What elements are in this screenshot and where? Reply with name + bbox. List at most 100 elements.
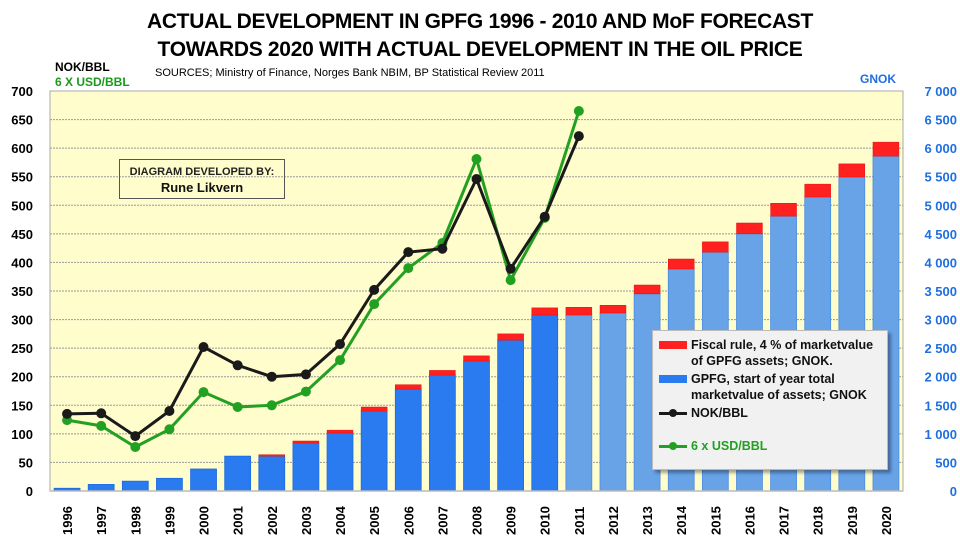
bar-fiscal-rule [872, 141, 900, 157]
bar-gpfg [497, 339, 524, 492]
bar-gpfg [224, 455, 252, 492]
x-axis-tick-label: 2020 [879, 506, 894, 535]
left-axis-tick-label: 600 [11, 141, 33, 156]
lines [62, 106, 584, 452]
x-axis-tick-label: 2017 [777, 506, 792, 535]
legend-marker-usd [669, 442, 677, 450]
bar-fiscal-rule [770, 203, 797, 217]
marker-nok [198, 342, 209, 352]
x-axis-tick-label: 2002 [265, 506, 280, 535]
marker-usd [266, 400, 277, 411]
x-axis-tick-label: 1997 [94, 506, 109, 535]
x-axis-tick-label: 2010 [538, 506, 553, 535]
right-axis: 0 500 1 000 1 500 2 000 2 500 3 000 3 500 4 000 4… [924, 84, 957, 499]
x-axis-tick-label: 2014 [674, 505, 689, 535]
left-axis-tick-label: 300 [11, 313, 33, 328]
x-axis-tick-label: 2000 [197, 506, 212, 535]
left-axis-tick-label: 350 [11, 284, 33, 299]
legend: Fiscal rule, 4 % of marketvalue of GPFG … [652, 330, 888, 470]
bar-gpfg [565, 314, 593, 492]
x-axis-tick-label: 2001 [231, 506, 246, 535]
right-axis-tick-label: 3 000 [924, 313, 957, 328]
bar-gpfg [463, 360, 490, 492]
bar-fiscal-rule [395, 384, 422, 390]
marker-nok [335, 339, 346, 350]
bar-fiscal-rule [360, 406, 388, 412]
left-axis-tick-label: 700 [11, 84, 33, 99]
left-axis-tick-label: 500 [11, 198, 33, 213]
credit-heading: DIAGRAM DEVELOPED BY: [129, 166, 275, 178]
bar-fiscal-rule [633, 284, 661, 295]
marker-usd [232, 402, 243, 412]
left-axis-tick-label: 200 [11, 370, 33, 385]
x-axis-tick-label: 2006 [401, 506, 416, 535]
legend-label-fiscal: Fiscal rule, 4 % of marketvalue of GPFG … [691, 338, 874, 368]
right-axis-tick-label: 5 500 [924, 170, 957, 185]
bar-fiscal-rule [258, 454, 285, 457]
right-axis-tick-label: 1 000 [924, 427, 957, 442]
right-axis-tick-label: 1 500 [924, 398, 957, 413]
marker-nok [539, 211, 550, 222]
marker-usd [471, 154, 482, 164]
x-axis-tick-label: 2013 [640, 506, 655, 535]
x-axis-tick-label: 2016 [742, 506, 757, 535]
left-axis-unit-nok: NOK/BBL [55, 60, 110, 74]
x-axis-tick-label: 2015 [708, 506, 723, 535]
bar-fiscal-rule [463, 355, 490, 362]
marker-usd [335, 355, 346, 366]
bar-fiscal-rule [292, 440, 320, 444]
right-axis-tick-label: 5 000 [924, 198, 957, 213]
x-axis-tick-label: 1999 [162, 506, 177, 535]
marker-nok [232, 360, 243, 371]
left-axis-tick-label: 400 [11, 255, 33, 270]
left-axis-tick-label: 150 [11, 398, 33, 413]
marker-nok [369, 284, 380, 295]
right-axis-tick-label: 500 [935, 455, 957, 470]
bar-fiscal-rule [838, 163, 866, 178]
right-axis-tick-label: 6 000 [924, 141, 957, 156]
bar-gpfg [156, 477, 183, 492]
legend-swatch-fiscal [659, 341, 687, 349]
bar-fiscal-rule [565, 307, 593, 316]
bar-gpfg [531, 314, 559, 492]
line-nok [67, 135, 581, 438]
legend-label-gpfg: GPFG, start of year total marketvalue of… [691, 372, 867, 402]
bar-gpfg [429, 374, 456, 492]
marker-usd [300, 386, 311, 397]
marker-nok [300, 369, 311, 380]
marker-nok [164, 406, 175, 416]
bar-fiscal-rule [804, 183, 831, 198]
right-axis-tick-label: 7 000 [924, 84, 957, 99]
marker-usd [130, 442, 141, 452]
marker-nok [130, 431, 141, 442]
marker-usd [403, 263, 414, 274]
legend-marker-nok [669, 409, 677, 417]
bar-fiscal-rule [497, 333, 524, 341]
x-axis-tick-label: 2011 [572, 507, 587, 535]
marker-usd [96, 420, 107, 431]
marker-nok [403, 247, 414, 258]
x-axis-tick-label: 2003 [299, 506, 314, 535]
left-axis-tick-label: 250 [11, 341, 33, 356]
marker-nok [266, 371, 277, 382]
marker-usd [369, 299, 380, 310]
right-axis-tick-label: 2 000 [924, 370, 957, 385]
marker-nok [471, 174, 482, 184]
x-axis-tick-label: 2007 [435, 506, 450, 535]
right-axis-tick-label: 2 500 [924, 341, 957, 356]
bar-fiscal-rule [668, 258, 695, 270]
left-axis-tick-label: 50 [19, 455, 33, 470]
bar-fiscal-rule [531, 307, 558, 316]
right-axis-tick-label: 3 500 [924, 284, 957, 299]
left-axis-tick-label: 100 [11, 427, 33, 442]
right-axis-tick-label: 0 [950, 484, 957, 499]
x-axis-tick-label: 2008 [470, 506, 485, 535]
right-axis-unit: GNOK [860, 72, 896, 86]
bar-gpfg [190, 468, 217, 492]
credit-box: DIAGRAM DEVELOPED BY: Rune Likvern [119, 159, 285, 199]
bar-gpfg [599, 312, 627, 492]
marker-nok [573, 131, 584, 142]
left-axis-tick-label: 650 [11, 113, 33, 128]
x-axis-tick-label: 2004 [333, 505, 348, 535]
chart-title-line-2: TOWARDS 2020 WITH ACTUAL DEVELOPMENT IN … [157, 38, 803, 61]
